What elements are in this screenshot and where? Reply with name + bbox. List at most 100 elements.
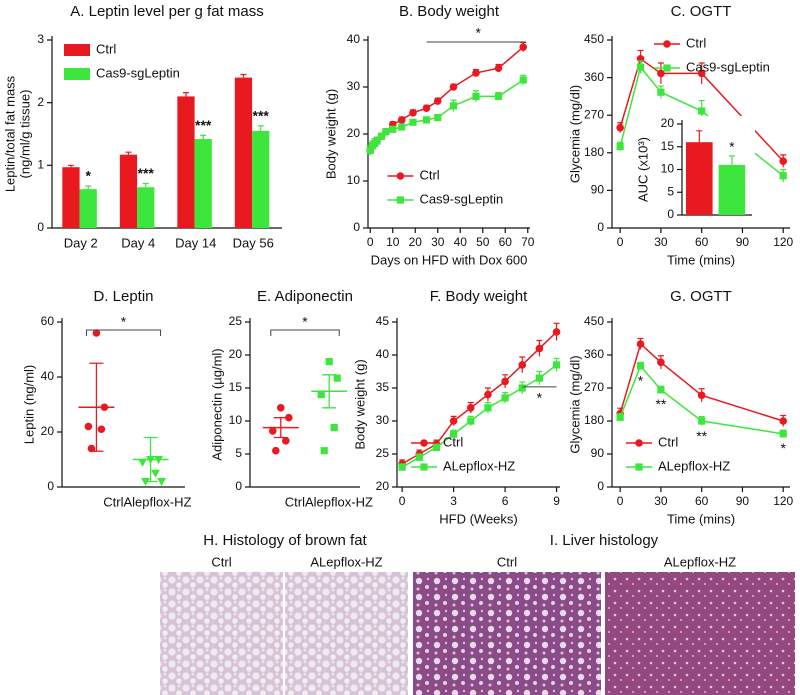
- data-point: [84, 422, 93, 431]
- x-tick-label: 90: [736, 494, 750, 508]
- y-tick-label: 20: [229, 347, 243, 361]
- data-point: [501, 394, 509, 402]
- data-point: [87, 444, 96, 453]
- y-tick-label: 450: [584, 32, 604, 46]
- data-point: [449, 83, 458, 91]
- data-point: [616, 413, 624, 421]
- legend-label: ALepflox-HZ: [658, 458, 730, 473]
- chart-title: G. OGTT: [670, 288, 732, 305]
- spread-bar: [273, 417, 288, 439]
- data-point: [636, 362, 645, 370]
- y-tick-label: 20: [41, 424, 55, 438]
- x-tick-label: 3: [450, 494, 457, 508]
- significance: *: [729, 139, 735, 155]
- x-axis-label: HFD (Weeks): [439, 511, 517, 526]
- chart-title: C. OGTT: [671, 3, 732, 20]
- data-point: [277, 404, 285, 412]
- data-point: [377, 132, 386, 140]
- data-point: [333, 374, 341, 382]
- data-point: [535, 374, 544, 382]
- data-point: [698, 417, 706, 425]
- y-tick-label: 180: [584, 413, 604, 427]
- error-bar: [142, 182, 149, 188]
- x-tick-label: 60: [695, 235, 709, 249]
- x-tick-label: 6: [502, 494, 509, 508]
- data-point: [636, 63, 645, 71]
- x-tick-label: Day 14: [175, 235, 216, 250]
- data-point: [552, 328, 561, 336]
- x-tick-label: 30: [654, 494, 668, 508]
- x-tick-label: Day 4: [121, 235, 155, 250]
- image-label: Ctrl: [211, 554, 231, 569]
- error-bar: [125, 151, 132, 155]
- x-tick-label: 30: [654, 235, 668, 249]
- data-point: [409, 118, 417, 126]
- bar: [137, 187, 155, 228]
- y-axis-label: Body weight (g): [352, 359, 367, 449]
- y-tick-label: 450: [584, 314, 604, 328]
- data-point: [519, 43, 528, 51]
- y-axis-label: Leptin/total fat mass: [2, 75, 17, 192]
- y-axis-label: Leptin (ng/ml): [21, 365, 36, 444]
- x-tick-label: 120: [773, 235, 793, 249]
- y-axis-label: Adiponectin (µg/ml): [209, 348, 224, 460]
- y-tick-label: 5: [667, 184, 674, 198]
- x-tick-label: 70: [521, 235, 535, 249]
- y-tick-label: 15: [229, 380, 243, 394]
- data-point: [272, 446, 280, 455]
- inset-error-bar: [728, 155, 735, 165]
- data-point: [552, 361, 561, 369]
- significance: ***: [253, 108, 270, 124]
- data-point: [657, 88, 665, 96]
- legend-label: Cas9-sgLeptin: [96, 65, 180, 80]
- y-tick-label: 20: [376, 479, 390, 493]
- legend-marker: [396, 196, 405, 204]
- series-line: [369, 79, 524, 151]
- legend-marker: [396, 172, 405, 180]
- image-label: ALepflox-HZ: [310, 554, 382, 569]
- y-axis-label: Body weight (g): [323, 89, 338, 179]
- bar: [119, 154, 138, 228]
- y-tick-label: 0: [597, 220, 604, 234]
- error-bar: [182, 92, 189, 97]
- data-point: [373, 137, 381, 145]
- legend-label: Cas9-sgLeptin: [419, 191, 503, 206]
- data-point: [697, 391, 706, 400]
- series-line: [619, 342, 784, 422]
- y-axis-label: Glycemia (mg/dl): [567, 355, 582, 453]
- x-tick-label: 120: [773, 494, 793, 508]
- significance-bracket: [85, 329, 162, 336]
- x-tick-label: Alepflox-HZ: [124, 494, 192, 509]
- x-tick-label: Alepflox-HZ: [305, 494, 373, 509]
- significance: **: [696, 428, 707, 444]
- y-tick-label: 270: [584, 107, 604, 121]
- significance: *: [302, 314, 308, 330]
- y-tick-label: 20: [347, 126, 361, 140]
- y-tick-label: 10: [661, 162, 675, 176]
- y-tick-label: 40: [41, 369, 55, 383]
- data-point: [398, 123, 406, 131]
- data-point: [519, 76, 527, 84]
- y-tick-label: 0: [667, 207, 674, 221]
- legend-label: Ctrl: [658, 434, 678, 449]
- x-tick-label: Ctrl: [103, 494, 123, 509]
- chart-title: F. Body weight: [430, 288, 528, 305]
- x-tick-label: 30: [431, 235, 445, 249]
- x-tick-label: 0: [399, 494, 406, 508]
- significance-bracket: [270, 329, 340, 336]
- data-point: [472, 69, 480, 77]
- x-tick-label: 0: [367, 235, 374, 249]
- data-point: [397, 116, 406, 124]
- y-tick-label: 90: [591, 183, 605, 197]
- y-tick-label: 360: [584, 347, 604, 361]
- significance: **: [655, 396, 666, 412]
- data-point: [389, 125, 397, 133]
- data-point: [501, 377, 509, 386]
- data-point: [325, 358, 333, 366]
- data-point: [472, 92, 480, 100]
- data-point: [422, 104, 431, 112]
- data-point: [657, 386, 665, 394]
- y-axis-label: Glycemia (mg/dl): [567, 85, 582, 183]
- data-point: [449, 417, 458, 425]
- y-tick-label: 2: [37, 95, 44, 109]
